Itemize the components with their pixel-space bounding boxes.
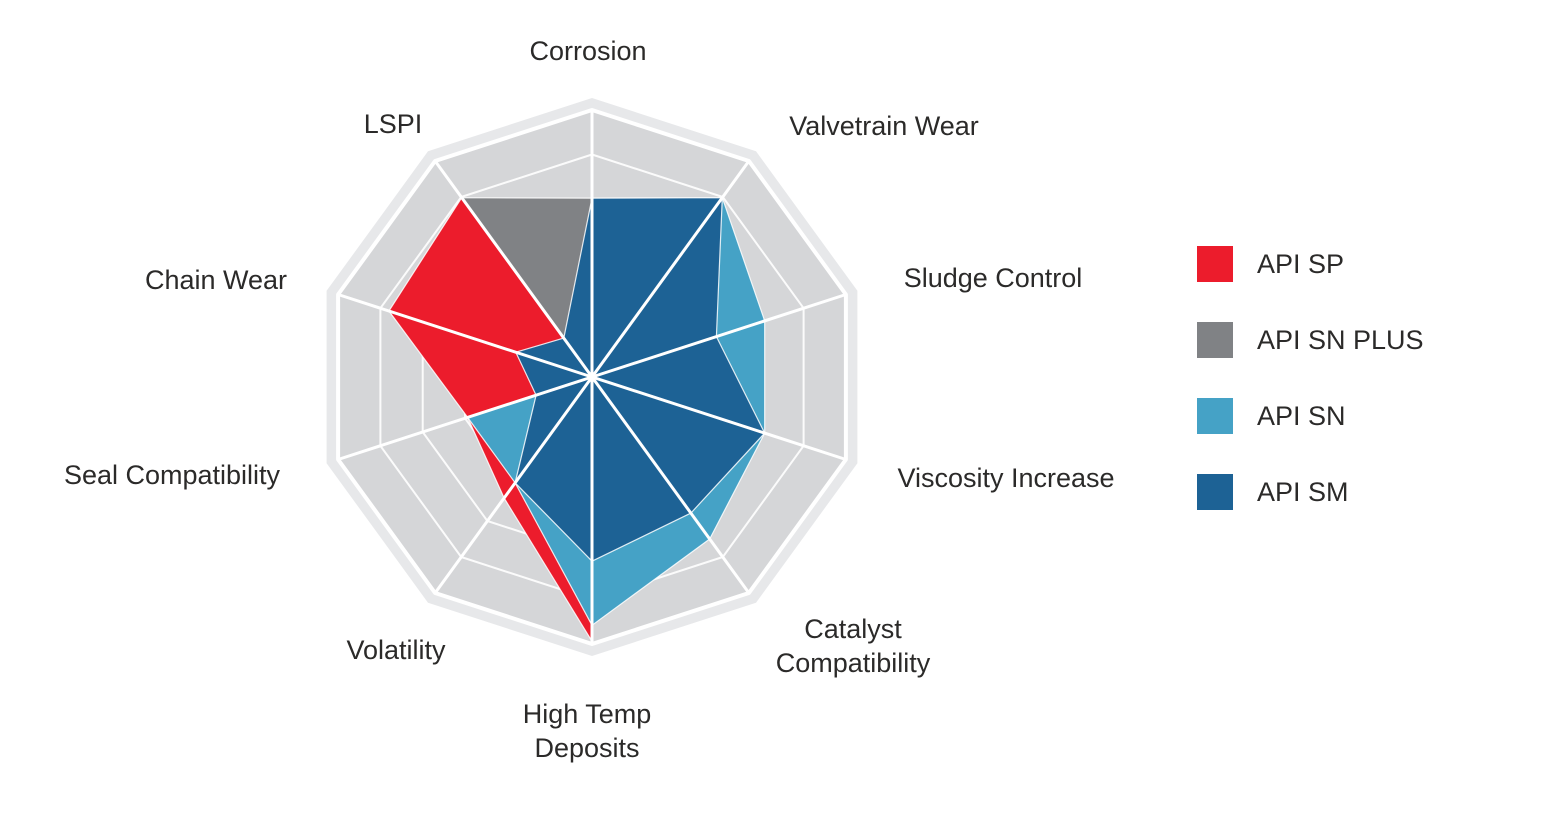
- axis-label-valvetrain-wear: Valvetrain Wear: [789, 111, 979, 141]
- axis-label-viscosity-increase: Viscosity Increase: [897, 463, 1114, 493]
- axis-label-corrosion: Corrosion: [529, 36, 646, 66]
- axis-label-catalyst-compatibility: Catalyst Compatibility: [776, 614, 931, 678]
- grid-spoke-6: [433, 376, 594, 594]
- legend-item-api-sm: API SM: [1197, 474, 1424, 510]
- axis-label-lspi: LSPI: [364, 109, 423, 139]
- axis-label-seal-compatibility: Seal Compatibility: [64, 460, 281, 490]
- legend-item-api-sn: API SN: [1197, 398, 1424, 434]
- axis-label-high-temp-deposits: High Temp Deposits: [523, 699, 652, 763]
- grid-spoke-8: [337, 293, 593, 379]
- grid-spoke-7: [337, 375, 593, 461]
- legend-label-api-sn: API SN: [1257, 400, 1346, 431]
- grid-spoke-2: [591, 293, 847, 379]
- grid-spoke-1: [590, 160, 751, 378]
- grid-spoke-4: [590, 376, 751, 594]
- legend-label-api-sm: API SM: [1257, 476, 1349, 507]
- legend-label-api-sn-plus: API SN PLUS: [1257, 324, 1424, 355]
- axis-label-sludge-control: Sludge Control: [904, 263, 1083, 293]
- legend-item-api-sp: API SP: [1197, 246, 1424, 282]
- legend: API SP API SN PLUS API SN API SM: [1197, 246, 1424, 550]
- legend-label-api-sp: API SP: [1257, 248, 1345, 279]
- legend-swatch-api-sp: [1197, 246, 1233, 282]
- axis-label-volatility: Volatility: [346, 635, 446, 665]
- legend-swatch-api-sn: [1197, 398, 1233, 434]
- legend-swatch-api-sn-plus: [1197, 322, 1233, 358]
- legend-swatch-api-sm: [1197, 474, 1233, 510]
- legend-item-api-sn-plus: API SN PLUS: [1197, 322, 1424, 358]
- grid-spoke-9: [433, 160, 594, 378]
- axis-label-chain-wear: Chain Wear: [145, 265, 287, 295]
- grid-spoke-3: [591, 375, 847, 461]
